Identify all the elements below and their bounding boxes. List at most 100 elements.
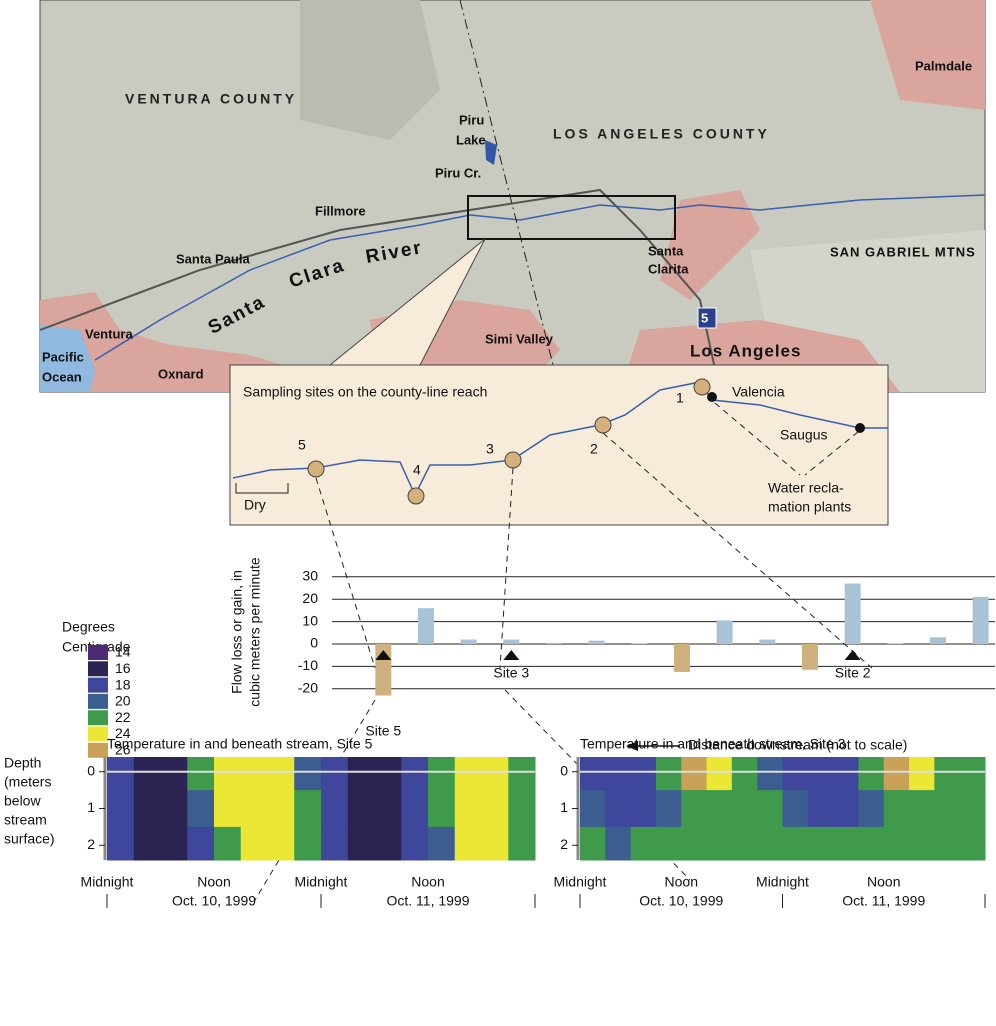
heat-cell — [508, 827, 535, 861]
heat-cell — [783, 827, 809, 861]
x-tick-label: Site 3 — [493, 665, 529, 681]
bar — [546, 643, 562, 644]
x-tick-label: Noon — [411, 874, 444, 890]
inset-label: Dry — [244, 497, 266, 513]
map-label: SAN GABRIEL MTNS — [830, 244, 976, 259]
inset-label: Valencia — [732, 384, 785, 400]
heat-cell — [268, 790, 295, 827]
y-tick-label: 2 — [87, 836, 95, 852]
heat-cell — [375, 757, 402, 791]
x-tick-label: Noon — [665, 874, 698, 890]
site-marker — [845, 650, 861, 660]
inset-label: Water recla- — [768, 480, 844, 496]
heat-cell — [909, 827, 935, 861]
y-tick-label: 10 — [302, 612, 318, 628]
heat-cell — [934, 757, 960, 791]
heat-cell — [134, 827, 161, 861]
site-number: 4 — [413, 462, 421, 478]
y-tick-label: 0 — [87, 762, 95, 778]
heat-cell — [508, 757, 535, 791]
x-tick-label: Midnight — [554, 874, 607, 890]
heat-cell — [631, 757, 657, 791]
map-label: Lake — [456, 132, 486, 147]
y-tick-label: 1 — [87, 799, 95, 815]
heat-cell — [934, 827, 960, 861]
legend-swatch — [88, 694, 108, 709]
map-label: Piru — [459, 112, 484, 127]
x-tick-label: Noon — [197, 874, 230, 890]
chart-title: Temperature in and beneath stream, Site … — [580, 736, 846, 752]
heat-cell — [884, 827, 910, 861]
site-number: 3 — [486, 441, 494, 457]
heat-cell — [508, 790, 535, 827]
heat-cell — [732, 790, 758, 827]
heat-cell — [858, 757, 884, 791]
heat-cell — [884, 757, 910, 791]
chart-title: Temperature in and beneath stream, Site … — [107, 736, 373, 752]
heat-cell — [321, 757, 348, 791]
heat-cell — [241, 827, 268, 861]
legend-swatch — [88, 727, 108, 742]
heat-cell — [934, 790, 960, 827]
bar — [674, 644, 690, 672]
heat-cell — [241, 757, 268, 791]
heat-cell — [580, 827, 606, 861]
y-axis-label: surface) — [4, 831, 55, 847]
heat-cell — [294, 827, 321, 861]
legend-swatch — [88, 678, 108, 693]
heat-cell — [187, 827, 214, 861]
heat-cell — [321, 790, 348, 827]
bar — [973, 597, 989, 644]
heat-cell — [858, 790, 884, 827]
heat-cell — [732, 757, 758, 791]
date-label: Oct. 10, 1999 — [639, 893, 723, 909]
site-marker — [505, 452, 521, 468]
heat-cell — [960, 790, 986, 827]
map-label: Palmdale — [915, 58, 972, 73]
map-label: Santa — [648, 243, 684, 258]
y-axis-label: Depth — [4, 755, 41, 771]
y-tick-label: 30 — [302, 568, 318, 584]
heat-cell — [631, 790, 657, 827]
map-label: Ocean — [42, 369, 82, 384]
heat-cell — [107, 757, 134, 791]
heat-cell — [707, 827, 733, 861]
y-axis-label: stream — [4, 812, 47, 828]
heat-cell — [858, 827, 884, 861]
heat-cell — [455, 757, 482, 791]
site-marker — [408, 488, 424, 504]
y-tick-label: 20 — [302, 590, 318, 606]
map-label: Oxnard — [158, 366, 204, 381]
heat-cell — [161, 827, 188, 861]
heat-cell — [757, 790, 783, 827]
y-axis-label: Flow loss or gain, in — [229, 570, 245, 694]
heat-cell — [455, 790, 482, 827]
site-marker — [694, 379, 710, 395]
map-label: Ventura — [85, 326, 133, 341]
heat-cell — [161, 757, 188, 791]
heat-cell — [808, 827, 834, 861]
heat-cell — [268, 827, 295, 861]
heat-cell — [241, 790, 268, 827]
y-tick-label: 0 — [560, 762, 568, 778]
y-axis-label: cubic meters per minute — [247, 557, 263, 707]
bar — [759, 640, 775, 644]
site-number: 1 — [676, 390, 684, 406]
heat-cell — [214, 790, 241, 827]
heat-cell — [884, 790, 910, 827]
x-tick-label: Midnight — [81, 874, 134, 890]
heat-cell — [428, 757, 455, 791]
figure: VENTURA COUNTY LOS ANGELES COUNTY Palmda… — [0, 0, 996, 1026]
site-number: 5 — [298, 437, 306, 453]
heat-cell — [348, 827, 375, 861]
heat-cell — [681, 790, 707, 827]
legend-label: 18 — [115, 676, 131, 692]
legend-label: 16 — [115, 660, 131, 676]
heat-cell — [482, 790, 509, 827]
y-tick-label: 1 — [560, 799, 568, 815]
heat-cell — [294, 790, 321, 827]
bar — [717, 620, 733, 644]
heat-cell — [321, 827, 348, 861]
heat-cell — [428, 827, 455, 861]
x-tick-label: Midnight — [295, 874, 348, 890]
